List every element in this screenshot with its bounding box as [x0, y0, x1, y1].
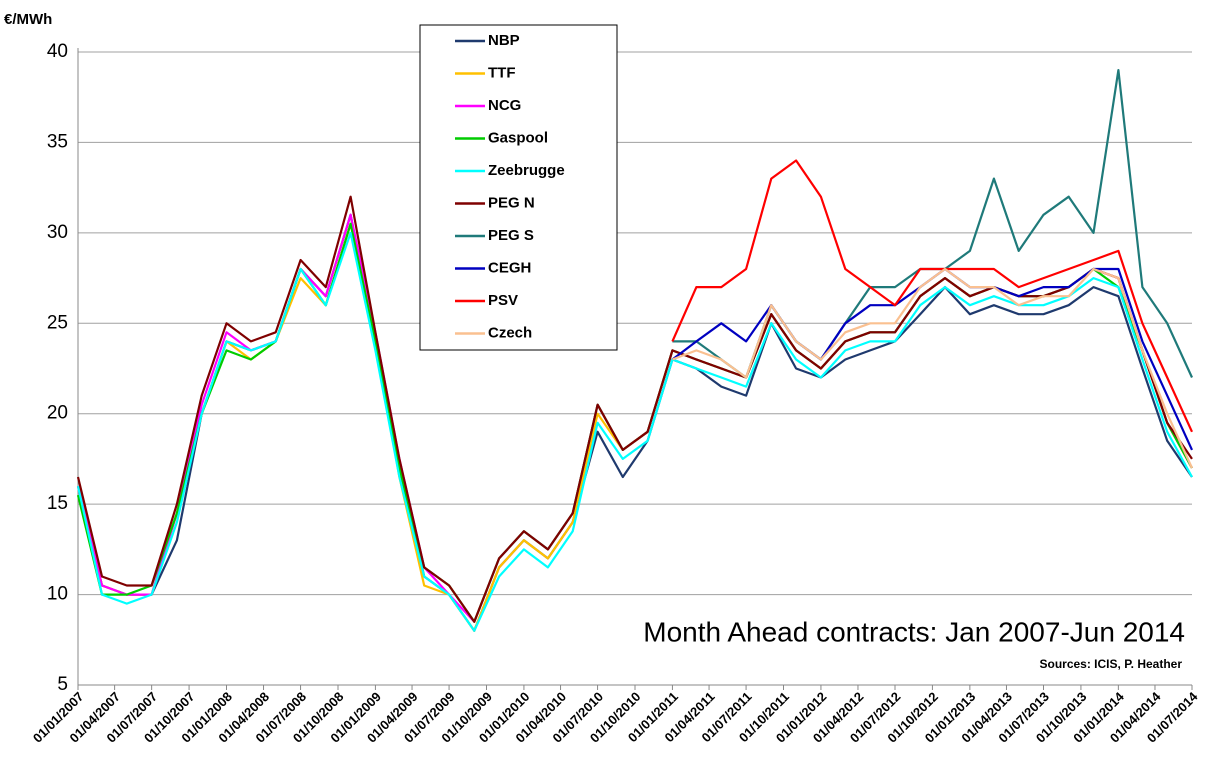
- y-tick-label: 20: [47, 403, 68, 424]
- legend-label: PEG S: [488, 227, 534, 244]
- annotation: Sources: ICIS, P. Heather: [1040, 657, 1183, 671]
- series-line: [76, 231, 1193, 632]
- series-line: [672, 267, 1194, 469]
- series-line: [76, 213, 1193, 623]
- legend-label: Zeebrugge: [488, 162, 565, 179]
- series-line: [672, 69, 1194, 379]
- y-tick-label: 15: [47, 493, 68, 514]
- y-tick-label: 25: [47, 312, 68, 333]
- legend-box: [419, 24, 618, 351]
- legend-label: PEG N: [488, 194, 535, 211]
- series-line: [76, 213, 1193, 632]
- legend-label: Czech: [488, 324, 532, 341]
- y-tick-label: 30: [47, 222, 68, 243]
- y-axis-label: €/MWh: [4, 11, 52, 28]
- legend-label: NBP: [488, 32, 520, 49]
- annotation: Month Ahead contracts: Jan 2007-Jun 2014: [643, 616, 1185, 647]
- series-line: [671, 159, 1194, 433]
- legend-label: PSV: [488, 292, 518, 309]
- y-tick-label: 5: [57, 674, 68, 695]
- series-line: [76, 222, 1193, 623]
- y-tick-label: 10: [47, 584, 68, 605]
- series-line: [76, 195, 1193, 623]
- y-tick-label: 40: [47, 41, 68, 62]
- legend-label: NCG: [488, 97, 521, 114]
- legend-label: TTF: [488, 64, 516, 81]
- y-tick-label: 35: [47, 131, 68, 152]
- legend-label: Gaspool: [488, 129, 548, 146]
- legend-label: CEGH: [488, 259, 531, 276]
